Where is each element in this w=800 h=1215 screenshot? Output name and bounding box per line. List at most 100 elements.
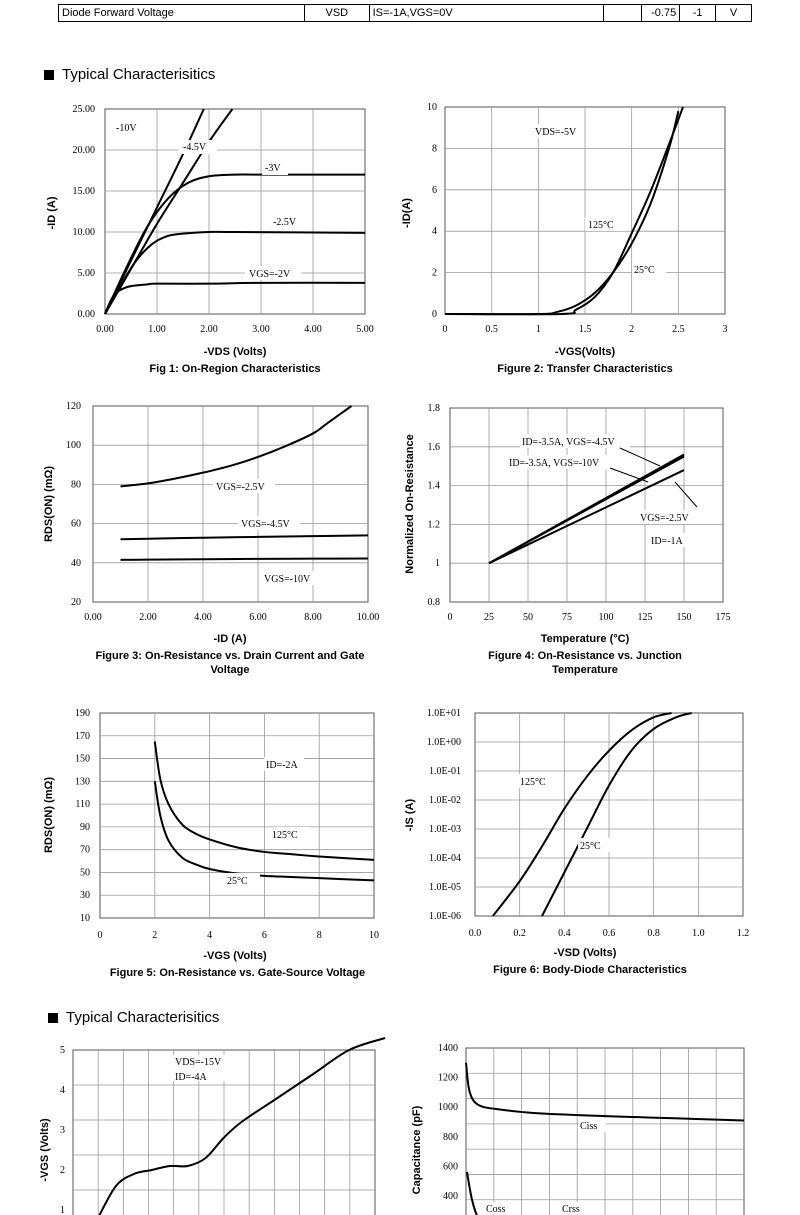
fig3-frame bbox=[92, 405, 369, 603]
fig1-xtick-label: 4.00 bbox=[304, 324, 322, 335]
annotation-bg bbox=[532, 124, 582, 138]
fig5-annotation: 25°C bbox=[227, 876, 248, 887]
fig4-ytick-label: 1.6 bbox=[428, 442, 441, 453]
fig3-caption: Figure 3: On-Resistance vs. Drain Curren… bbox=[95, 650, 365, 676]
fig4-xtick-label: 25 bbox=[484, 612, 494, 623]
fig4-ytick-label: 1.8 bbox=[428, 403, 441, 414]
fig2-series-line bbox=[444, 106, 684, 316]
fig4-xtick-label: 150 bbox=[677, 612, 692, 623]
section-heading: Typical Characterisitics bbox=[44, 66, 215, 83]
fig1-annotation: -3V bbox=[265, 163, 281, 174]
annotation-bg bbox=[262, 161, 288, 175]
fig1-ytick-label: 10.00 bbox=[73, 227, 96, 238]
fig6-ytick-label: 1.0E-02 bbox=[429, 795, 461, 806]
fig6-caption: Figure 6: Body-Diode Characteristics bbox=[493, 964, 687, 976]
fig6-xtick-label: 0.0 bbox=[469, 928, 482, 939]
fig3-ytick-label: 120 bbox=[66, 401, 81, 412]
fig5-ytick-label: 70 bbox=[80, 845, 90, 856]
fig7-ytick-label: 2 bbox=[60, 1165, 65, 1176]
fig6-xtick-label: 0.2 bbox=[513, 928, 526, 939]
fig3-xtick-label: 6.00 bbox=[249, 612, 267, 623]
fig3-series-line bbox=[120, 405, 353, 488]
annotation-bg bbox=[585, 217, 627, 231]
fig3-ytick-label: 100 bbox=[66, 440, 81, 451]
fig5-xtick-label: 8 bbox=[317, 930, 322, 941]
fig2-caption: Figure 2: Transfer Characteristics bbox=[497, 363, 673, 375]
fig2-ytick-label: 6 bbox=[432, 185, 437, 196]
fig3-xtick-label: 8.00 bbox=[304, 612, 322, 623]
fig2-plot bbox=[444, 106, 726, 315]
fig4-ytick-label: 0.8 bbox=[428, 597, 441, 608]
fig6-ytick-label: 1.0E+00 bbox=[427, 737, 461, 748]
fig7-ytick-label: 3 bbox=[60, 1125, 65, 1136]
fig4-xtick-label: 125 bbox=[638, 612, 653, 623]
spec-table: Diode Forward Voltage VSD IS=-1A,VGS=0V … bbox=[57, 4, 752, 22]
fig1-frame bbox=[104, 108, 366, 315]
fig1-ylabel: -ID (A) bbox=[46, 196, 58, 229]
fig1-caption: Fig 1: On-Region Characteristics bbox=[149, 363, 321, 375]
fig5-caption: Figure 5: On-Resistance vs. Gate-Source … bbox=[109, 967, 366, 979]
fig3-ytick-label: 20 bbox=[71, 597, 81, 608]
fig1-ytick-label: 20.00 bbox=[73, 145, 96, 156]
fig5-ytick-label: 190 bbox=[75, 708, 90, 719]
fig5-series-line bbox=[153, 781, 375, 882]
fig4-annotation: ID=-3.5A, VGS=-4.5V bbox=[522, 437, 616, 448]
annotation-bg bbox=[245, 266, 301, 280]
fig4-xtick-label: 50 bbox=[523, 612, 533, 623]
section-title: Typical Characterisitics bbox=[62, 66, 216, 83]
fig6-plot bbox=[474, 712, 744, 917]
fig5-ytick-label: 10 bbox=[80, 913, 90, 924]
fig8-ytick-label: 1400 bbox=[438, 1043, 458, 1054]
fig2-ytick-label: 8 bbox=[432, 143, 437, 154]
fig5-xtick-label: 0 bbox=[98, 930, 103, 941]
bullet-square-icon bbox=[44, 69, 54, 80]
fig2-ytick-label: 2 bbox=[432, 268, 437, 279]
annotation-bg bbox=[578, 838, 618, 852]
fig2-xtick-label: 1.5 bbox=[579, 324, 592, 335]
fig8-annotation: Crss bbox=[562, 1204, 580, 1215]
fig7-ytick-label: 1 bbox=[60, 1205, 65, 1215]
annotation-bg bbox=[269, 827, 309, 841]
fig8-ytick-label: 1000 bbox=[438, 1102, 458, 1113]
fig8-annotation: Coss bbox=[486, 1204, 506, 1215]
fig5-ytick-label: 30 bbox=[80, 890, 90, 901]
fig6-ytick-label: 1.0E-03 bbox=[429, 824, 461, 835]
fig5-annotation: 125°C bbox=[272, 830, 298, 841]
section-heading-2: Typical Characterisitics bbox=[48, 1009, 219, 1026]
fig4-series-line bbox=[488, 469, 685, 565]
fig6-series-line bbox=[492, 712, 672, 917]
fig6-ytick-label: 1.0E-06 bbox=[429, 911, 461, 922]
fig4-xtick-label: 175 bbox=[716, 612, 731, 623]
fig5-ytick-label: 170 bbox=[75, 731, 90, 742]
fig2-xtick-label: 0 bbox=[443, 324, 448, 335]
leader-line bbox=[609, 467, 649, 483]
fig1-ytick-label: 25.00 bbox=[73, 104, 96, 115]
fig5-ytick-label: 90 bbox=[80, 822, 90, 833]
fig6-xtick-label: 0.8 bbox=[647, 928, 660, 939]
fig3-ytick-label: 60 bbox=[71, 519, 81, 530]
fig4-ytick-label: 1 bbox=[435, 558, 440, 569]
fig1-annotation: -2.5V bbox=[273, 217, 297, 228]
fig6-xtick-label: 1.0 bbox=[692, 928, 705, 939]
annotation-bg bbox=[270, 214, 308, 228]
fig3-xlabel: -ID (A) bbox=[213, 633, 247, 645]
section-title-2: Typical Characterisitics bbox=[66, 1009, 220, 1026]
annotation-bg bbox=[238, 516, 300, 530]
fig5-ytick-label: 150 bbox=[75, 754, 90, 765]
fig4-xtick-label: 0 bbox=[448, 612, 453, 623]
fig5-xlabel: -VGS (Volts) bbox=[203, 950, 267, 962]
fig1-series-line bbox=[104, 173, 365, 315]
fig5-xtick-label: 4 bbox=[207, 930, 212, 941]
annotation-bg bbox=[224, 873, 260, 887]
fig5-ytick-label: 130 bbox=[75, 776, 90, 787]
fig6-ytick-label: 1.0E+01 bbox=[427, 708, 461, 719]
spec-condition: IS=-1A,VGS=0V bbox=[368, 4, 605, 22]
fig7-ytick-label: 4 bbox=[60, 1085, 65, 1096]
annotation-bg bbox=[262, 571, 320, 585]
fig6-xtick-label: 0.6 bbox=[603, 928, 616, 939]
fig5-series-line bbox=[153, 741, 375, 861]
fig7-series-line bbox=[98, 1037, 386, 1215]
fig8-ylabel: Capacitance (pF) bbox=[411, 1105, 423, 1194]
fig2-ytick-label: 4 bbox=[432, 226, 437, 237]
fig2-annotation: 25°C bbox=[634, 265, 655, 276]
